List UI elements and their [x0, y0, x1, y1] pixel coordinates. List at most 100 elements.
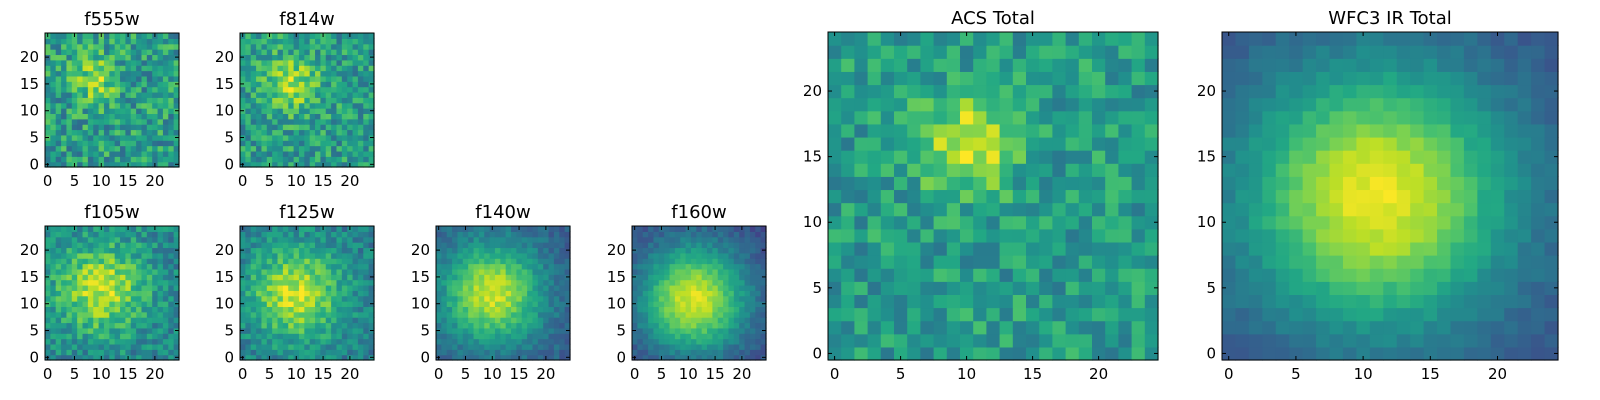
heatmap-cell	[331, 124, 338, 131]
heatmap-cell	[336, 65, 343, 72]
heatmap-cell	[136, 231, 143, 238]
heatmap-cell	[336, 86, 343, 93]
heatmap-cell	[87, 97, 94, 104]
heatmap-cell	[336, 81, 343, 88]
heatmap-cell	[1316, 255, 1331, 269]
heatmap-cell	[77, 102, 84, 109]
heatmap-cell	[315, 102, 321, 109]
heatmap-cell	[723, 226, 730, 232]
heatmap-cell	[436, 338, 442, 345]
heatmap-cell	[1262, 307, 1277, 322]
heatmap-cell	[98, 59, 105, 66]
heatmap-cell	[261, 33, 268, 39]
heatmap-cell	[500, 236, 507, 243]
heatmap-cell	[907, 97, 921, 112]
heatmap-cell	[50, 354, 57, 361]
heatmap-cell	[707, 317, 713, 324]
heatmap-cell	[1078, 110, 1093, 125]
heatmap-cell	[1463, 202, 1478, 217]
heatmap-cell	[1065, 215, 1080, 230]
heatmap-cell	[141, 43, 148, 50]
heatmap-cell	[933, 110, 948, 125]
heatmap-cell	[77, 161, 84, 168]
heatmap-cell	[141, 65, 148, 72]
heatmap-cell	[357, 231, 364, 238]
heatmap-cell	[632, 306, 638, 313]
heatmap-cell	[441, 338, 448, 345]
heatmap-cell	[352, 252, 359, 259]
heatmap-cell	[696, 306, 703, 313]
heatmap-cell	[87, 124, 94, 131]
heatmap-cell	[168, 322, 175, 329]
heatmap-cell	[1383, 333, 1398, 348]
heatmap-cell	[146, 343, 153, 350]
heatmap-cell	[1463, 228, 1478, 243]
heatmap-cell	[1396, 202, 1411, 217]
heatmap-cell	[168, 102, 175, 109]
heatmap-cell	[309, 49, 316, 56]
heatmap-cell	[368, 156, 375, 163]
heatmap-cell	[304, 75, 311, 82]
heatmap-cell	[867, 346, 882, 361]
heatmap-cell	[261, 226, 268, 232]
heatmap-cell	[77, 65, 84, 72]
heatmap-cell	[141, 102, 148, 109]
heatmap-cell	[368, 38, 375, 45]
heatmap-cell	[256, 75, 263, 82]
heatmap-cell	[266, 301, 273, 307]
heatmap-cell	[723, 343, 730, 350]
y-tick-label: 10	[607, 295, 626, 313]
heatmap-cell	[500, 306, 507, 313]
heatmap-cell	[500, 317, 507, 324]
heatmap-cell	[82, 338, 89, 345]
heatmap-cell	[1144, 202, 1159, 217]
heatmap-cell	[1105, 123, 1119, 138]
heatmap-cell	[261, 161, 268, 168]
heatmap-cell	[527, 327, 534, 334]
heatmap-cell	[304, 161, 311, 168]
heatmap-cell	[527, 354, 534, 361]
heatmap-cell	[277, 268, 284, 275]
heatmap-cell	[1437, 346, 1452, 361]
heatmap-cell	[701, 268, 708, 275]
x-tick-label: 15	[510, 365, 529, 383]
heatmap-cell	[266, 70, 273, 77]
heatmap-cell	[315, 247, 321, 254]
heatmap-cell	[707, 354, 713, 361]
heatmap-cell	[71, 124, 78, 131]
heatmap-cell	[120, 301, 126, 307]
heatmap-cell	[336, 322, 343, 329]
heatmap-cell	[1504, 176, 1519, 191]
heatmap-cell	[489, 247, 496, 254]
heatmap-cell	[648, 258, 655, 265]
heatmap-cell	[250, 284, 257, 291]
heatmap-cell	[717, 301, 724, 307]
heatmap-cell	[733, 263, 740, 270]
heatmap-cell	[320, 279, 327, 286]
heatmap-cell	[282, 322, 289, 329]
heatmap-cell	[707, 311, 713, 318]
heatmap-cell	[489, 306, 496, 313]
heatmap-cell	[1144, 255, 1159, 269]
heatmap-cell	[685, 263, 692, 270]
heatmap-cell	[441, 301, 448, 307]
heatmap-cell	[71, 91, 78, 98]
heatmap-cell	[701, 301, 708, 307]
heatmap-cell	[157, 354, 164, 361]
heatmap-cell	[1531, 241, 1546, 256]
heatmap-cell	[277, 33, 284, 39]
heatmap-cell	[357, 108, 364, 114]
heatmap-cell	[87, 81, 94, 88]
heatmap-cell	[537, 247, 544, 254]
heatmap-cell	[1039, 176, 1053, 191]
heatmap-cell	[441, 231, 448, 238]
heatmap-cell	[304, 102, 311, 109]
heatmap-cell	[1275, 307, 1290, 322]
heatmap-cell	[1329, 202, 1344, 217]
heatmap-cell	[357, 118, 364, 125]
heatmap-cell	[136, 242, 143, 249]
heatmap-cell	[559, 263, 566, 270]
heatmap-cell	[1105, 294, 1119, 309]
heatmap-cell	[352, 140, 359, 147]
